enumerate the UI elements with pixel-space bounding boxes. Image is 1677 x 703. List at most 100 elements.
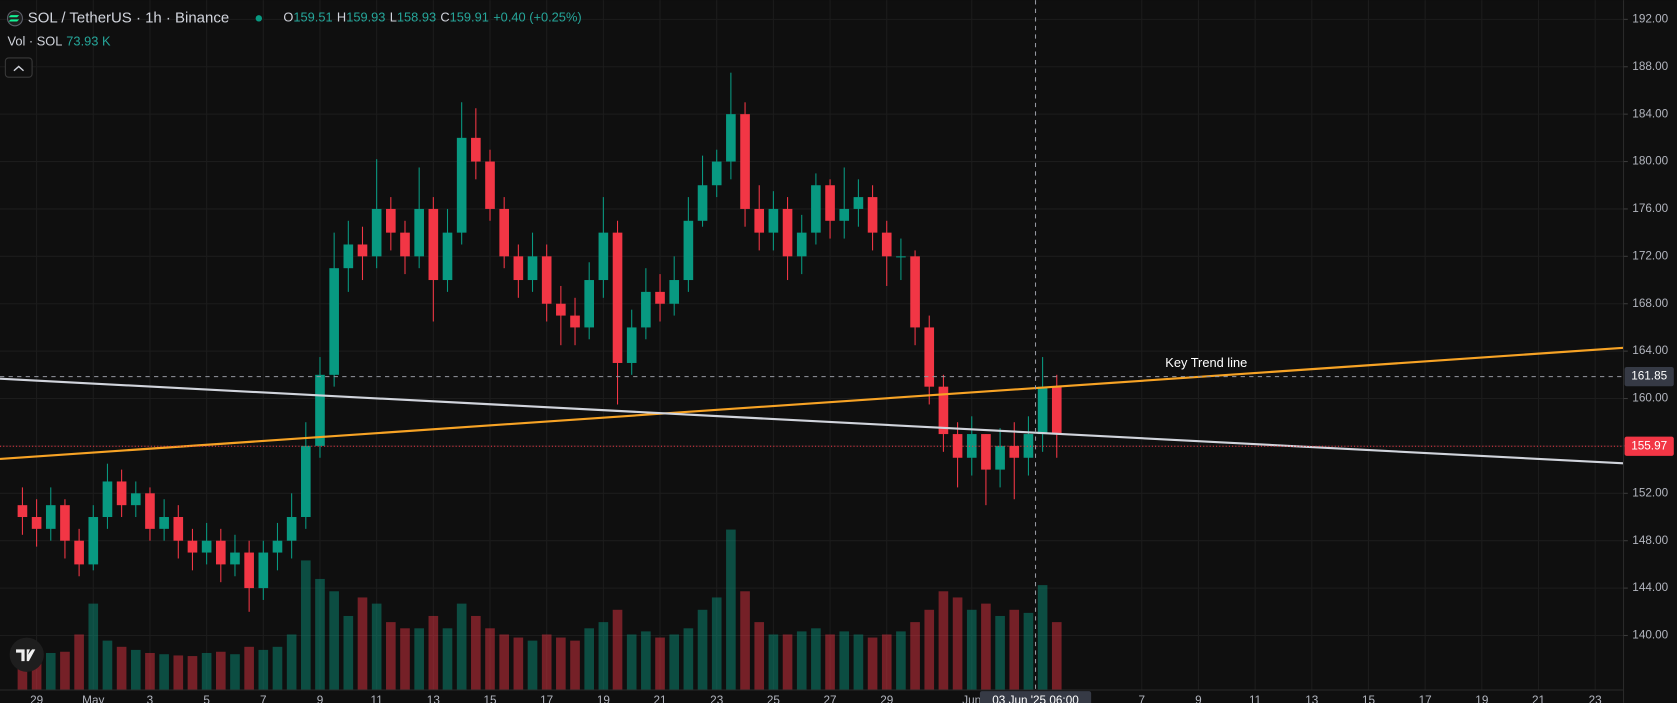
y-tick-label: 180.00 <box>1632 155 1668 168</box>
candle-body <box>881 232 892 257</box>
x-tick-label: 23 <box>710 694 724 703</box>
tv-logo[interactable] <box>9 637 44 672</box>
volume-bar <box>31 649 42 691</box>
ohlc-value: 159.91 <box>450 10 489 25</box>
candle-body <box>556 303 566 316</box>
tv-logo-glyph[interactable] <box>16 649 36 662</box>
y-tick-label: 160.00 <box>1632 392 1668 405</box>
x-tick-label: 11 <box>1249 694 1261 703</box>
candle-body <box>584 280 595 328</box>
trend-line-label: Key Trend line <box>1165 355 1247 370</box>
volume-bar <box>471 615 481 691</box>
x-tick-label: 9 <box>317 694 324 703</box>
volume-bar <box>697 609 708 691</box>
volume-bar <box>485 628 495 691</box>
volume-bar <box>187 656 198 691</box>
volume-bar <box>981 603 991 691</box>
volume-bar <box>116 646 127 691</box>
ohlc-label: L <box>390 10 397 25</box>
candle-body <box>740 114 750 209</box>
x-tick-label: 13 <box>1305 694 1319 703</box>
candle-body <box>981 434 991 470</box>
ohlc-legend: O159.51 H159.93 L158.93 C159.91 +0.40 (+0.25… <box>283 10 581 25</box>
axis-layer: 140.00144.00148.00152.00156.00160.00164.… <box>30 12 1674 703</box>
candle-body <box>116 481 127 506</box>
volume-bar <box>201 652 212 691</box>
volume-bar <box>527 640 538 691</box>
volume-bar <box>796 631 807 691</box>
volume-bar <box>428 615 439 691</box>
volume-bar <box>301 560 311 691</box>
candle-body <box>145 493 155 529</box>
volume-bar <box>754 622 765 691</box>
volume-bar <box>924 609 935 691</box>
candle-body <box>315 374 325 446</box>
icon-circle <box>6 10 23 27</box>
volume-bar <box>881 634 892 691</box>
candle-body <box>626 327 637 363</box>
y-tick-label: 140.00 <box>1632 629 1668 642</box>
candle-body <box>1051 386 1062 435</box>
x-tick-label: 29 <box>880 694 893 703</box>
candle-body <box>258 552 269 589</box>
candle-body <box>244 552 254 589</box>
collapse-button-icon[interactable] <box>13 65 24 72</box>
volume-bar <box>386 622 396 691</box>
volume-bar <box>655 637 665 691</box>
candle-body <box>130 493 141 506</box>
collapse-button[interactable] <box>4 57 33 78</box>
candle-body <box>825 185 835 221</box>
candle-body <box>471 137 481 162</box>
x-tick-label: 29 <box>30 694 43 703</box>
candle-body <box>215 540 226 565</box>
crosshair-time-tag <box>979 691 1092 703</box>
volume-bar <box>910 622 920 691</box>
volume-bar <box>258 649 269 691</box>
crosshair-price-label: 161.85 <box>1631 370 1667 383</box>
x-tick-label: 9 <box>1195 694 1202 703</box>
candle-body <box>173 517 184 541</box>
volume-bar <box>74 634 84 691</box>
y-tick-label: 168.00 <box>1632 297 1668 310</box>
volume-bar <box>414 628 424 691</box>
candle-body <box>31 517 42 529</box>
trend-line <box>0 346 1624 461</box>
volume-bar <box>1023 612 1034 691</box>
volume-bar <box>159 654 169 691</box>
candle-body <box>343 244 354 269</box>
candle-body <box>867 197 878 233</box>
x-tick-label: 19 <box>1475 694 1488 703</box>
x-tick-label: 11 <box>371 694 383 703</box>
x-tick-label: 7 <box>1139 694 1146 703</box>
volume-bar <box>45 652 56 691</box>
icon-glyph <box>8 15 20 22</box>
volume-bar <box>839 631 850 691</box>
volume-bar <box>286 634 297 691</box>
volume-bar <box>343 615 354 691</box>
crosshair-price-tag <box>1624 366 1674 387</box>
candle-body <box>839 208 850 221</box>
volume-bar <box>513 637 524 691</box>
candle-body <box>697 185 708 221</box>
change-value: +0.40 (+0.25%) <box>493 10 581 25</box>
volume-bar <box>711 597 722 691</box>
candle-body <box>1023 434 1034 458</box>
candle-body <box>527 256 538 281</box>
volume-bar <box>541 634 552 691</box>
volume-bar <box>60 651 70 691</box>
collapse-button-box[interactable] <box>4 57 33 78</box>
volume-bar <box>811 628 821 691</box>
volume-bar <box>683 628 694 691</box>
volume-bar <box>626 634 637 691</box>
candle-body <box>513 256 524 281</box>
x-tick-label: 19 <box>597 694 610 703</box>
volume-layer <box>17 529 1062 691</box>
candle-body <box>187 540 198 553</box>
volume-bar <box>499 634 509 691</box>
volume-bar <box>825 634 835 691</box>
candle-body <box>357 244 368 257</box>
candle-body <box>754 208 765 233</box>
volume-bar <box>371 603 382 691</box>
volume-bar <box>329 591 339 691</box>
